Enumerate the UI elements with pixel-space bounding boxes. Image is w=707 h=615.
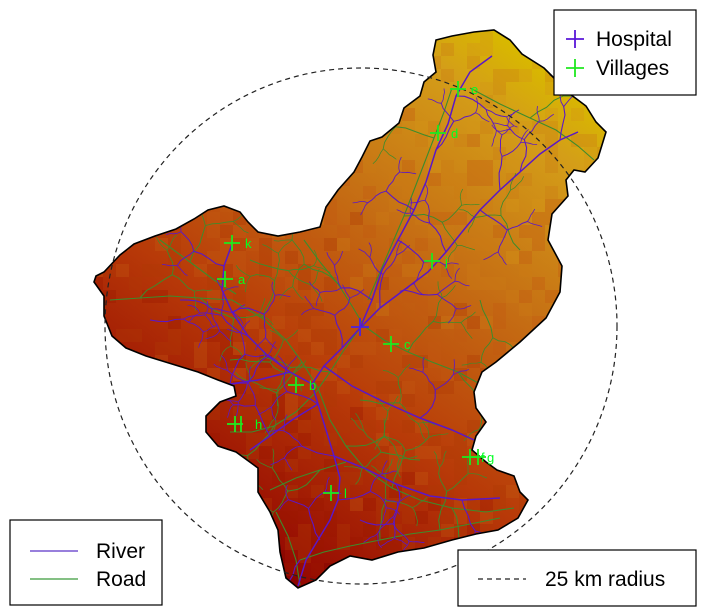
hospital-marker bbox=[351, 318, 369, 336]
village-marker-j bbox=[424, 253, 440, 269]
village-marker-k bbox=[224, 235, 240, 251]
village-label-d: d bbox=[451, 126, 458, 141]
village-label-h: h bbox=[255, 417, 262, 432]
village-marker-g bbox=[470, 449, 486, 465]
village-label-j: j bbox=[444, 254, 448, 269]
legend-bottom-left: River Road bbox=[9, 519, 163, 606]
village-marker-l bbox=[323, 485, 339, 501]
village-label-c: c bbox=[404, 337, 411, 352]
village-label-g: g bbox=[487, 450, 494, 465]
village-label-l: l bbox=[344, 486, 347, 501]
river-network bbox=[149, 55, 597, 588]
village-marker-e bbox=[450, 81, 466, 97]
village-marker-d bbox=[430, 125, 446, 141]
legend-hospital-label: Hospital bbox=[596, 28, 672, 51]
village-marker-h bbox=[227, 416, 243, 432]
village-marker-c bbox=[383, 336, 399, 352]
village-label-f: f bbox=[481, 450, 485, 465]
catchment-terrain bbox=[94, 30, 606, 588]
legend-road-label: Road bbox=[96, 568, 146, 591]
radius-circle bbox=[104, 67, 618, 585]
legend-river-label: River bbox=[96, 540, 145, 563]
village-marker-b bbox=[288, 377, 304, 393]
village-markers: k a c b h g l j d e f bbox=[217, 81, 494, 501]
village-label-a: a bbox=[238, 272, 246, 287]
legend-bottom-right: 25 km radius bbox=[457, 549, 697, 607]
villages-legend-icon bbox=[566, 59, 584, 77]
legend-villages-label: Villages bbox=[596, 57, 669, 80]
legend-top: Hospital Villages bbox=[553, 9, 697, 96]
village-label-b: b bbox=[309, 378, 316, 393]
catchment-boundary bbox=[93, 29, 607, 589]
legend-radius-label: 25 km radius bbox=[545, 568, 665, 591]
village-label-e: e bbox=[471, 82, 478, 97]
village-marker-a bbox=[217, 271, 233, 287]
village-label-k: k bbox=[245, 236, 252, 251]
hospital-legend-icon bbox=[566, 30, 584, 48]
